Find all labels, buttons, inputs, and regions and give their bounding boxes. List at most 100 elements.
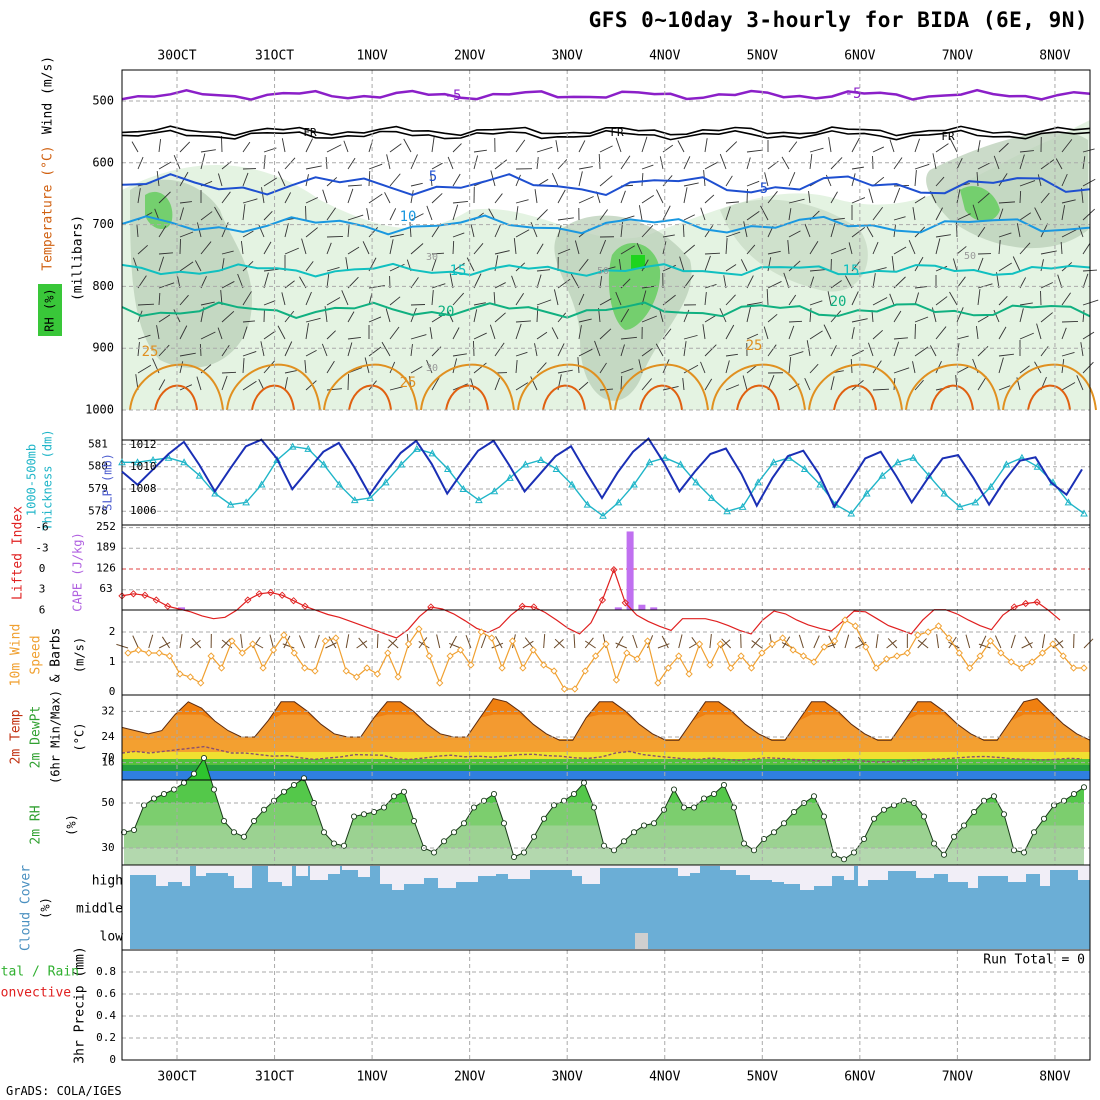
wind-barb (767, 344, 777, 357)
wind-barb (725, 360, 730, 374)
wind10-point (986, 637, 995, 645)
wind-barb (956, 366, 970, 374)
wind-barb (700, 361, 706, 374)
wind-barb (324, 306, 328, 323)
wind-barb (452, 173, 461, 187)
wind-barb (263, 360, 275, 374)
wind10-barb (179, 634, 183, 649)
date-label-bottom: 2NOV (454, 1070, 485, 1085)
rh2m-point (730, 804, 738, 811)
wind-barb (1034, 207, 1042, 221)
wind-barb (557, 278, 571, 289)
wind-barb (305, 138, 313, 153)
wind-barb (221, 191, 231, 204)
wind10-point (882, 655, 891, 663)
wind-barb (574, 240, 580, 255)
rh2m-point (940, 851, 948, 858)
wind10-point (914, 631, 922, 639)
rh2m-point (330, 840, 338, 847)
wind-barb (872, 388, 890, 391)
wind-barb (823, 324, 832, 340)
wind-barb (515, 206, 519, 221)
precip-tick-label: 0.8 (96, 965, 116, 978)
wind-barb (788, 198, 805, 204)
lifted-index-point (289, 597, 298, 605)
wind-barb (1061, 173, 1068, 187)
cloud-cover-gap (934, 866, 948, 874)
wind-barb (851, 173, 856, 187)
thickness-point (459, 484, 468, 493)
rh2m-point (530, 833, 538, 840)
wind-barb (1040, 192, 1050, 204)
rh2m-point (230, 829, 238, 836)
wind-barb (301, 238, 307, 255)
wind10-point (1018, 664, 1026, 672)
rh2m-point (1080, 784, 1088, 791)
thickness-tick-label: 581 (88, 437, 108, 450)
wind-barb (809, 300, 823, 306)
date-label-top: 3NOV (552, 49, 583, 64)
wind10-point (612, 676, 621, 684)
wind10-point (685, 670, 693, 678)
wind-barb (326, 297, 341, 306)
wind-barb (431, 136, 435, 153)
wind-barb (221, 371, 237, 374)
rh2m-point (290, 781, 298, 789)
wind10-barb (298, 635, 306, 649)
rh2m-point (120, 829, 128, 836)
rh2m-point (570, 790, 578, 798)
wind10-point (436, 679, 444, 687)
wind-barb (557, 189, 566, 204)
wind10-barb (465, 635, 472, 649)
wind-barb (551, 327, 559, 340)
wind-barb (555, 140, 559, 153)
contour-25 (517, 363, 612, 411)
lifted-index-point (518, 602, 527, 610)
rh2m-axis-label: (%) (65, 814, 79, 836)
cloud-cover-gap (296, 866, 308, 876)
wind-barb (284, 223, 289, 238)
contour-30 (348, 384, 392, 411)
wind-barb (641, 378, 652, 391)
wind-barb (809, 154, 813, 170)
wind-barb (977, 289, 981, 306)
lifted-index-point (164, 602, 172, 610)
wind10-point (1080, 664, 1088, 672)
series-thickness-line (122, 445, 1085, 517)
cloud-cover-gap (182, 866, 190, 886)
wind-barb (1061, 351, 1075, 357)
cloud-cover-gap (282, 866, 292, 886)
thickness-point (738, 502, 747, 510)
rh2m-point (740, 840, 748, 847)
slp-tick-label: 1006 (130, 504, 157, 517)
rh2m-point (880, 806, 888, 813)
wind-barb (641, 315, 658, 323)
contour-30 (930, 384, 974, 411)
wind-barb (662, 234, 675, 238)
wind-barb (557, 312, 567, 323)
wind10-point (280, 631, 288, 639)
wind-barb (719, 153, 727, 170)
wind10-point (591, 652, 600, 660)
wind-barb (1040, 159, 1055, 170)
precip-axis-label: 3hr Precip (mm) (73, 946, 88, 1063)
cloud-cover-gap (814, 866, 832, 886)
wind-barb (515, 360, 518, 374)
cloud-cover-gap (1040, 866, 1050, 886)
wind-barb (473, 242, 484, 255)
pressure-axis-title: (millibars) (71, 215, 86, 301)
contour-30 (833, 384, 877, 411)
temp2m-axis-label: (6hr Min/Max) (49, 690, 63, 784)
wind-barb (998, 173, 1008, 187)
thickness-point (661, 453, 669, 461)
wind10-barb (190, 639, 201, 649)
wind-barb (662, 359, 670, 374)
wind-barb (386, 154, 391, 170)
cloud-cover-gap (978, 866, 1008, 876)
wind-barb (956, 213, 971, 221)
wind-barb (389, 208, 397, 221)
wind10-point (810, 658, 818, 666)
wind-barb (704, 225, 714, 238)
wind-barb (998, 357, 1004, 374)
wind-barb (598, 153, 601, 170)
